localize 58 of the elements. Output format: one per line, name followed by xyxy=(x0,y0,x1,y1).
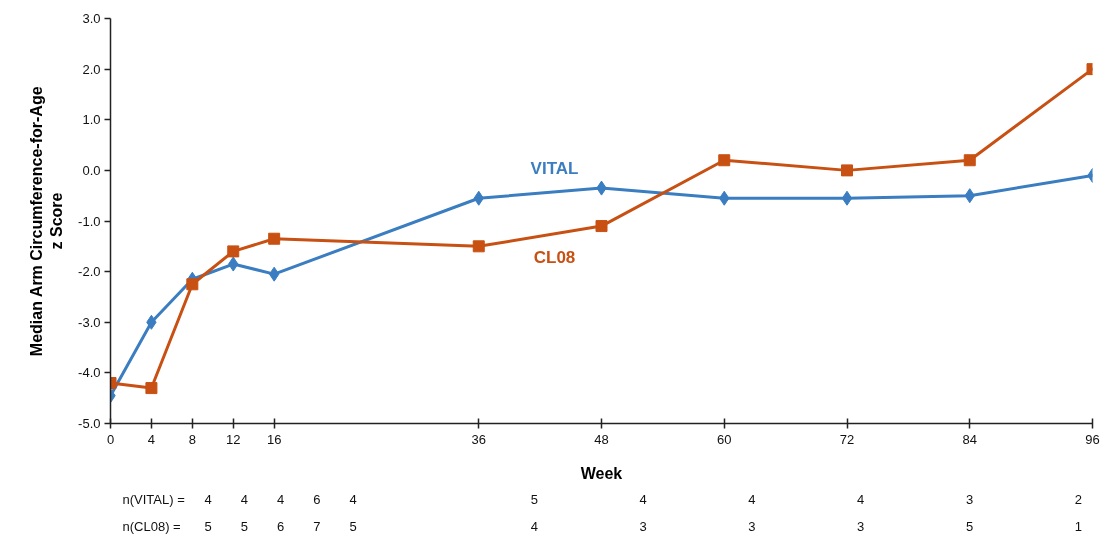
text: 3 xyxy=(965,491,974,507)
y-axis-title: Median Arm Circumference-for-Age z Score xyxy=(27,86,66,357)
text: 5 xyxy=(530,491,538,507)
text: 4 xyxy=(530,518,538,534)
text: 3 xyxy=(639,518,647,534)
y-tick-label: -2.0 xyxy=(78,264,101,280)
x-axis-title: Week xyxy=(580,464,623,482)
x-tick-label: 8 xyxy=(188,431,196,447)
text: 4 xyxy=(276,491,285,507)
text: 4 xyxy=(349,491,357,507)
x-tick-label: 72 xyxy=(839,431,855,447)
text: n(CL08) = xyxy=(122,518,181,534)
text: 5 xyxy=(349,518,357,534)
text: 4 xyxy=(204,491,212,507)
x-tick-label: 16 xyxy=(266,431,282,447)
x-tick-label: 60 xyxy=(717,431,732,447)
point xyxy=(268,232,281,245)
text: 6 xyxy=(276,518,285,534)
text: 2 xyxy=(1074,491,1082,507)
series-label: VITAL xyxy=(530,158,579,178)
text: 3 xyxy=(857,518,865,534)
y-tick-label: 1.0 xyxy=(82,112,101,128)
text: 4 xyxy=(748,491,756,507)
y-tick-label: -3.0 xyxy=(78,314,101,330)
text: 3 xyxy=(748,518,756,534)
point xyxy=(186,278,199,291)
text: 4 xyxy=(240,491,248,507)
text: 5 xyxy=(240,518,248,534)
x-tick-label: 0 xyxy=(106,431,115,447)
y-tick-label: -4.0 xyxy=(78,365,101,381)
y-tick-label: 3.0 xyxy=(82,11,101,26)
x-tick-label: 96 xyxy=(1085,431,1100,447)
text: 7 xyxy=(313,518,321,534)
point xyxy=(963,154,976,167)
point xyxy=(718,154,731,167)
point xyxy=(841,164,853,177)
y-tick-label: -1.0 xyxy=(78,213,101,229)
text: 5 xyxy=(204,518,212,534)
y-tick-label: 2.0 xyxy=(82,61,101,77)
series-label: CL08 xyxy=(533,247,576,267)
x-tick-label: 48 xyxy=(594,431,609,447)
text: 4 xyxy=(857,491,865,507)
x-tick-label: 84 xyxy=(962,431,977,447)
point xyxy=(841,190,853,206)
text: 5 xyxy=(965,518,974,534)
text: 6 xyxy=(313,491,321,507)
point xyxy=(227,245,240,258)
point xyxy=(145,382,158,395)
point xyxy=(595,220,608,233)
point xyxy=(472,240,485,253)
text: 4 xyxy=(639,491,647,507)
x-tick-label: 12 xyxy=(226,431,241,447)
x-tick-label: 36 xyxy=(471,431,486,447)
x-tick-label: 4 xyxy=(147,431,156,447)
y-tick-label: -5.0 xyxy=(78,416,101,431)
text: n(VITAL) = xyxy=(122,491,185,507)
text: 1 xyxy=(1074,518,1082,534)
y-tick-label: 0.0 xyxy=(82,162,101,178)
